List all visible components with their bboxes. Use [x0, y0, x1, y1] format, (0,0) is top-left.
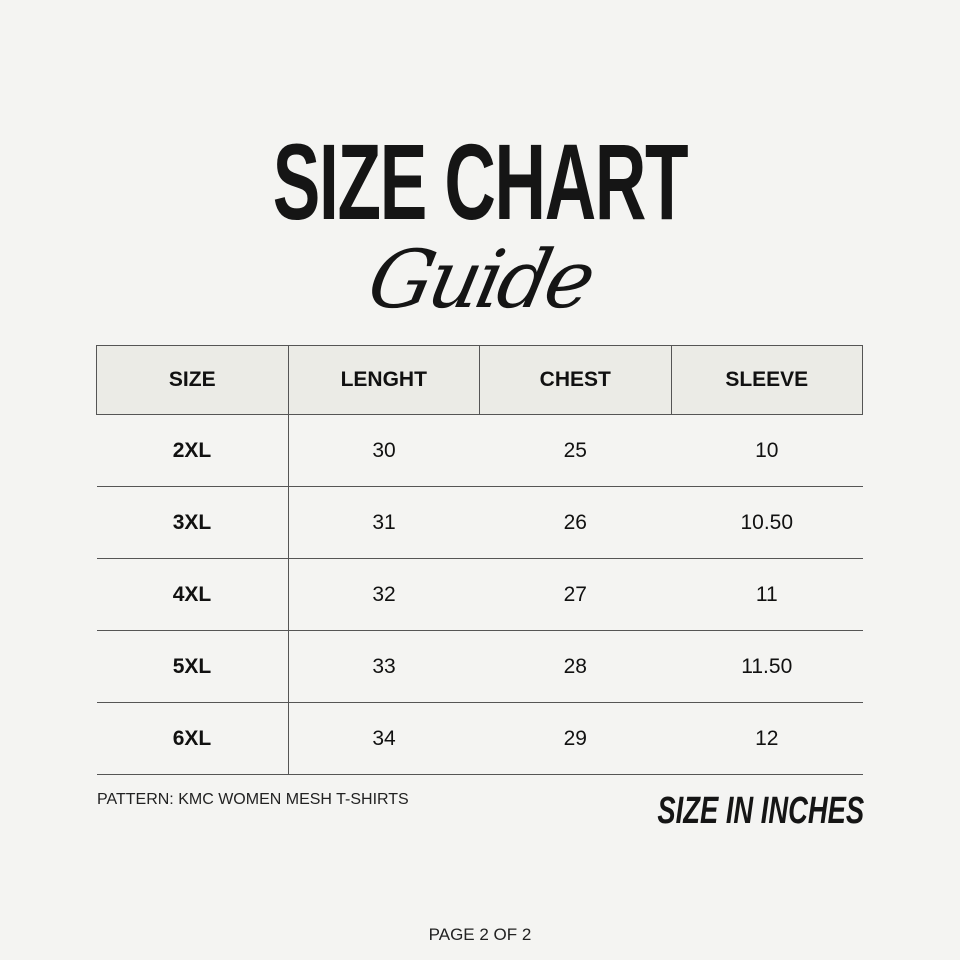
cell-size: 3XL — [96, 486, 289, 559]
cell-length: 33 — [288, 630, 480, 703]
cell-length: 34 — [288, 702, 480, 775]
page-title: SIZE CHART — [0, 128, 960, 236]
header-chest: CHEST — [479, 345, 672, 415]
table-body: 2XL 30 25 10 3XL 31 26 10.50 4XL 32 27 11 5XL 33 28 11.… — [96, 414, 863, 775]
table-row: 5XL 33 28 11.50 — [96, 630, 863, 703]
cell-size: 4XL — [96, 558, 289, 631]
cell-chest: 29 — [479, 702, 671, 775]
cell-sleeve: 12 — [671, 702, 863, 775]
table-row: 6XL 34 29 12 — [96, 702, 863, 775]
size-table: SIZE LENGHT CHEST SLEEVE 2XL 30 25 10 3XL 31 2… — [96, 345, 863, 775]
cell-size: 6XL — [96, 702, 289, 775]
table-row: 4XL 32 27 11 — [96, 558, 863, 631]
cell-length: 32 — [288, 558, 480, 631]
table-row: 2XL 30 25 10 — [96, 414, 863, 487]
cell-sleeve: 11.50 — [671, 630, 863, 703]
table-row: 3XL 31 26 10.50 — [96, 486, 863, 559]
header-sleeve: SLEEVE — [670, 345, 863, 415]
table-header-row: SIZE LENGHT CHEST SLEEVE — [96, 345, 863, 415]
title-main: SIZE CHART — [272, 121, 689, 242]
units-label: SIZE IN INCHES — [657, 790, 864, 832]
cell-chest: 27 — [479, 558, 671, 631]
cell-sleeve: 11 — [671, 558, 863, 631]
cell-chest: 26 — [479, 486, 671, 559]
page-number: PAGE 2 OF 2 — [428, 925, 532, 944]
cell-sleeve: 10 — [671, 414, 863, 487]
header-length: LENGHT — [287, 345, 480, 415]
header-size: SIZE — [96, 345, 289, 415]
pattern-label: PATTERN: KMC WOMEN MESH T-SHIRTS — [97, 791, 409, 808]
title-script: Guide — [360, 233, 600, 326]
cell-chest: 28 — [479, 630, 671, 703]
cell-size: 2XL — [96, 414, 289, 487]
cell-length: 31 — [288, 486, 480, 559]
cell-chest: 25 — [479, 414, 671, 487]
cell-size: 5XL — [96, 630, 289, 703]
cell-sleeve: 10.50 — [671, 486, 863, 559]
cell-length: 30 — [288, 414, 480, 487]
